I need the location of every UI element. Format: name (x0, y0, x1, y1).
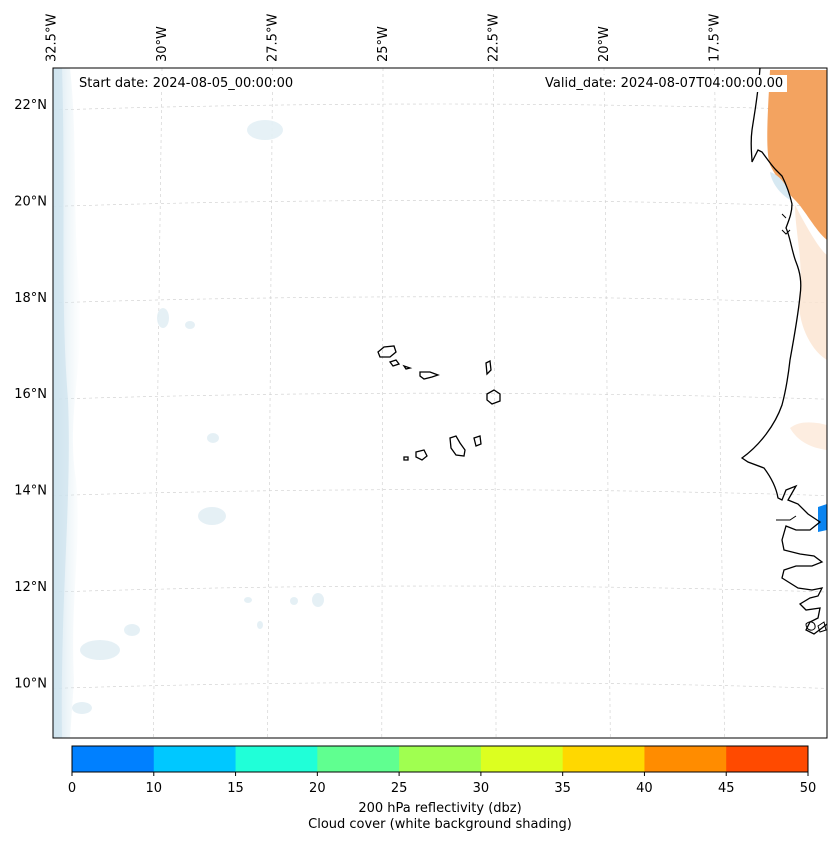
colorbar-tick-label: 15 (227, 781, 244, 796)
reflectivity-cell-blue (818, 504, 827, 532)
colorbar-segment (726, 746, 809, 772)
colorbar-tick-label: 40 (636, 781, 653, 796)
start-date-label: Start date: 2024-08-05_00:00:00 (75, 75, 298, 92)
latitude-label: 12°N (14, 580, 47, 595)
colorbar-tick-label: 30 (473, 781, 490, 796)
coastline-detail (776, 213, 797, 521)
latitude-label: 10°N (14, 676, 47, 691)
latitude-label: 20°N (14, 194, 47, 209)
colorbar-segment (317, 746, 400, 772)
valid-date-label: Valid_date: 2024-08-07T04:00:00.00 (541, 75, 788, 92)
island-fogo (415, 449, 428, 461)
colorbar-sublabel: Cloud cover (white background shading) (308, 817, 572, 832)
meridian-line (153, 68, 163, 738)
parallel-line (53, 585, 827, 593)
parallel-line (53, 489, 827, 496)
colorbar-label: 200 hPa reflectivity (dbz) (358, 801, 522, 816)
island-santo-antao (377, 345, 397, 358)
island-brava (403, 456, 409, 461)
meridian-line (381, 68, 384, 738)
longitude-label: 17.5°W (708, 14, 723, 62)
cape-verde-islands (377, 345, 501, 461)
island-boa-vista (486, 389, 501, 405)
map-area (53, 68, 827, 738)
longitude-label: 27.5°W (266, 14, 281, 62)
latitude-labels: 22°N 20°N 18°N 16°N 14°N 12°N 10°N (14, 98, 47, 691)
colorbar-segment (153, 746, 237, 772)
colorbar-segment (644, 746, 727, 772)
longitude-labels: 32.5°W 30°W 27.5°W 25°W 22.5°W 20°W 17.5°W (45, 14, 723, 62)
meridian-line (603, 68, 611, 738)
colorbar-segment (562, 746, 645, 772)
longitude-label: 30°W (155, 26, 170, 62)
longitude-label: 20°W (597, 26, 612, 62)
longitude-label: 22.5°W (487, 14, 502, 62)
meridian-line (493, 68, 497, 738)
colorbar-tick-label: 45 (718, 781, 735, 796)
colorbar-tick-label: 0 (68, 781, 76, 796)
map-frame (52, 67, 828, 739)
island-sao-vicente (388, 359, 401, 367)
meridian-line (267, 68, 273, 738)
cloud-cover-west-inner (53, 68, 69, 738)
colorbar (71, 745, 809, 773)
colorbar-tick-label: 25 (391, 781, 408, 796)
meridian-line (714, 68, 725, 738)
coastline-africa (740, 68, 827, 635)
latitude-label: 22°N (14, 98, 47, 113)
latitude-label: 18°N (14, 291, 47, 306)
latitude-label: 14°N (14, 484, 47, 499)
cloud-patches (72, 120, 324, 714)
colorbar-segment (480, 746, 564, 772)
reflectivity-ne-halo (795, 205, 827, 360)
parallel-line (53, 392, 827, 400)
parallel-line (53, 103, 827, 111)
colorbar-tick-label: 20 (309, 781, 326, 796)
parallel-line (53, 682, 827, 689)
colorbar-frame (71, 745, 809, 773)
cloud-coast (770, 172, 790, 200)
colorbar-tick-label: 35 (554, 781, 571, 796)
colorbar-segment (72, 746, 155, 772)
island-sao-nicolau (419, 371, 440, 380)
latitude-label: 16°N (14, 387, 47, 402)
island-santiago (449, 435, 466, 457)
longitude-label: 32.5°W (45, 14, 60, 62)
colorbar-tick-label: 10 (146, 781, 163, 796)
longitude-label: 25°W (376, 26, 391, 62)
island-bissagos (805, 621, 827, 633)
parallel-line (53, 296, 827, 304)
island-sal (485, 360, 492, 376)
colorbar-segment (235, 746, 318, 772)
gridlines (39, 68, 827, 738)
colorbar-segment (399, 746, 482, 772)
reflectivity-ne (767, 70, 827, 240)
island-maio (473, 435, 482, 447)
colorbar-tick-label: 50 (800, 781, 817, 796)
parallel-line (53, 200, 827, 207)
colorbar-ticks: 0 10 15 20 25 30 35 40 45 50 (68, 772, 816, 796)
island-santa-luzia (402, 364, 413, 370)
reflectivity-e-faint (790, 422, 827, 450)
meridian-line (39, 68, 51, 738)
